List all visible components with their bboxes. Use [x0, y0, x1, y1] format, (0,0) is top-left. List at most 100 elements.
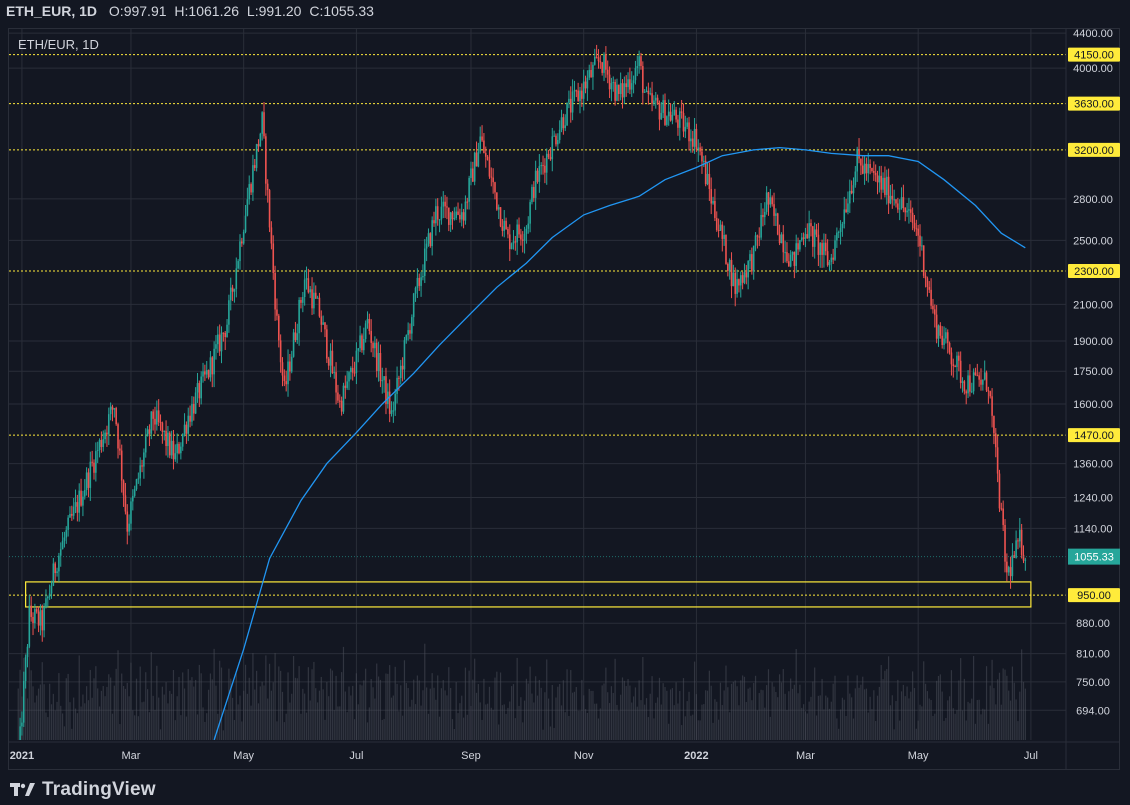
candle-body — [241, 241, 243, 244]
time-tick-label: Nov — [574, 750, 594, 762]
candle-body — [436, 206, 439, 220]
candle-body — [780, 234, 783, 244]
candle-body — [331, 350, 334, 374]
candle-body — [847, 203, 849, 213]
volume-bar — [562, 680, 564, 740]
volume-bar — [134, 715, 136, 740]
volume-bar — [782, 669, 784, 740]
candle-body — [375, 342, 378, 371]
candle-body — [518, 224, 520, 235]
candle-body — [843, 209, 846, 224]
candle-body — [527, 223, 530, 229]
candle-body — [782, 234, 785, 253]
volume-bar — [76, 713, 78, 740]
candle-body — [135, 479, 138, 490]
volume-bar — [854, 688, 856, 740]
volume-bar — [987, 723, 989, 740]
volume-bar — [1013, 682, 1015, 740]
volume-bar — [849, 693, 851, 740]
candle-body — [680, 111, 683, 114]
volume-bar — [607, 692, 609, 740]
candle-body — [880, 175, 883, 190]
candle-body — [632, 80, 635, 84]
level-badge — [1068, 142, 1120, 157]
candle-body — [799, 240, 801, 250]
candle-body — [568, 98, 570, 103]
candle-body — [577, 90, 579, 102]
volume-bar — [207, 689, 210, 740]
chart-panel[interactable] — [8, 28, 1120, 770]
volume-bar — [143, 701, 145, 740]
volume-bar — [638, 680, 640, 740]
volume-bar — [921, 706, 923, 740]
candle-body — [917, 228, 919, 236]
candle-body — [1007, 567, 1010, 573]
volume-bar — [729, 712, 731, 740]
candle-body — [756, 235, 759, 237]
volume-bar — [511, 686, 513, 740]
candle-body — [311, 289, 313, 309]
volume-bar — [719, 682, 722, 740]
volume-bar — [274, 652, 276, 740]
candle-body — [521, 239, 524, 241]
volume-bar — [939, 674, 941, 740]
candle-body — [80, 490, 82, 506]
candle-body — [307, 278, 310, 293]
candle-body — [627, 79, 629, 88]
candle-body — [510, 243, 513, 250]
volume-bar — [462, 717, 465, 740]
candle-body — [654, 97, 657, 101]
volume-bar — [884, 670, 886, 740]
volume-bar — [98, 706, 101, 740]
candle-body — [935, 314, 938, 339]
tradingview-footer[interactable]: TradingView — [10, 778, 156, 802]
volume-bar — [316, 702, 319, 740]
volume-bar — [512, 684, 515, 740]
candle-body — [204, 371, 206, 375]
volume-bar — [906, 686, 908, 740]
candle-body — [388, 391, 391, 414]
volume-bar — [276, 721, 278, 740]
volume-bar — [89, 669, 91, 740]
volume-bar — [710, 685, 712, 740]
candle-body — [209, 357, 212, 378]
candle-body — [200, 376, 202, 399]
candle-body — [102, 439, 105, 448]
volume-bar — [1022, 681, 1025, 740]
volume-bar — [762, 690, 764, 740]
candle-body — [586, 77, 589, 89]
candle-body — [185, 424, 188, 434]
candle-body — [78, 490, 81, 513]
price-tick-label: 1140.00 — [1074, 523, 1113, 535]
volume-bar — [747, 688, 749, 740]
candle-body — [316, 297, 319, 299]
candle-body — [928, 287, 931, 290]
volume-bar — [908, 698, 910, 740]
volume-bar — [657, 697, 659, 740]
candle-body — [327, 358, 330, 366]
volume-bar — [823, 709, 825, 740]
candle-body — [350, 367, 352, 373]
candle-body — [368, 318, 371, 331]
volume-bar — [651, 676, 653, 740]
volume-bar — [553, 727, 555, 740]
volume-bar — [507, 707, 509, 740]
volume-bar — [608, 703, 611, 740]
volume-bar — [597, 718, 600, 740]
volume-bar — [453, 728, 455, 740]
candle-body — [167, 432, 169, 447]
candle-body — [340, 400, 343, 412]
candle-body — [222, 332, 225, 334]
candle-body — [882, 177, 884, 190]
candle-body — [473, 152, 476, 182]
candle-body — [675, 109, 677, 120]
candle-body — [290, 356, 293, 372]
volume-bar — [128, 696, 130, 740]
volume-bar — [39, 684, 42, 740]
volume-bar — [115, 668, 117, 740]
candle-body — [274, 272, 276, 310]
candle-body — [261, 112, 263, 134]
volume-bar — [475, 692, 478, 740]
candle-body — [804, 234, 807, 239]
